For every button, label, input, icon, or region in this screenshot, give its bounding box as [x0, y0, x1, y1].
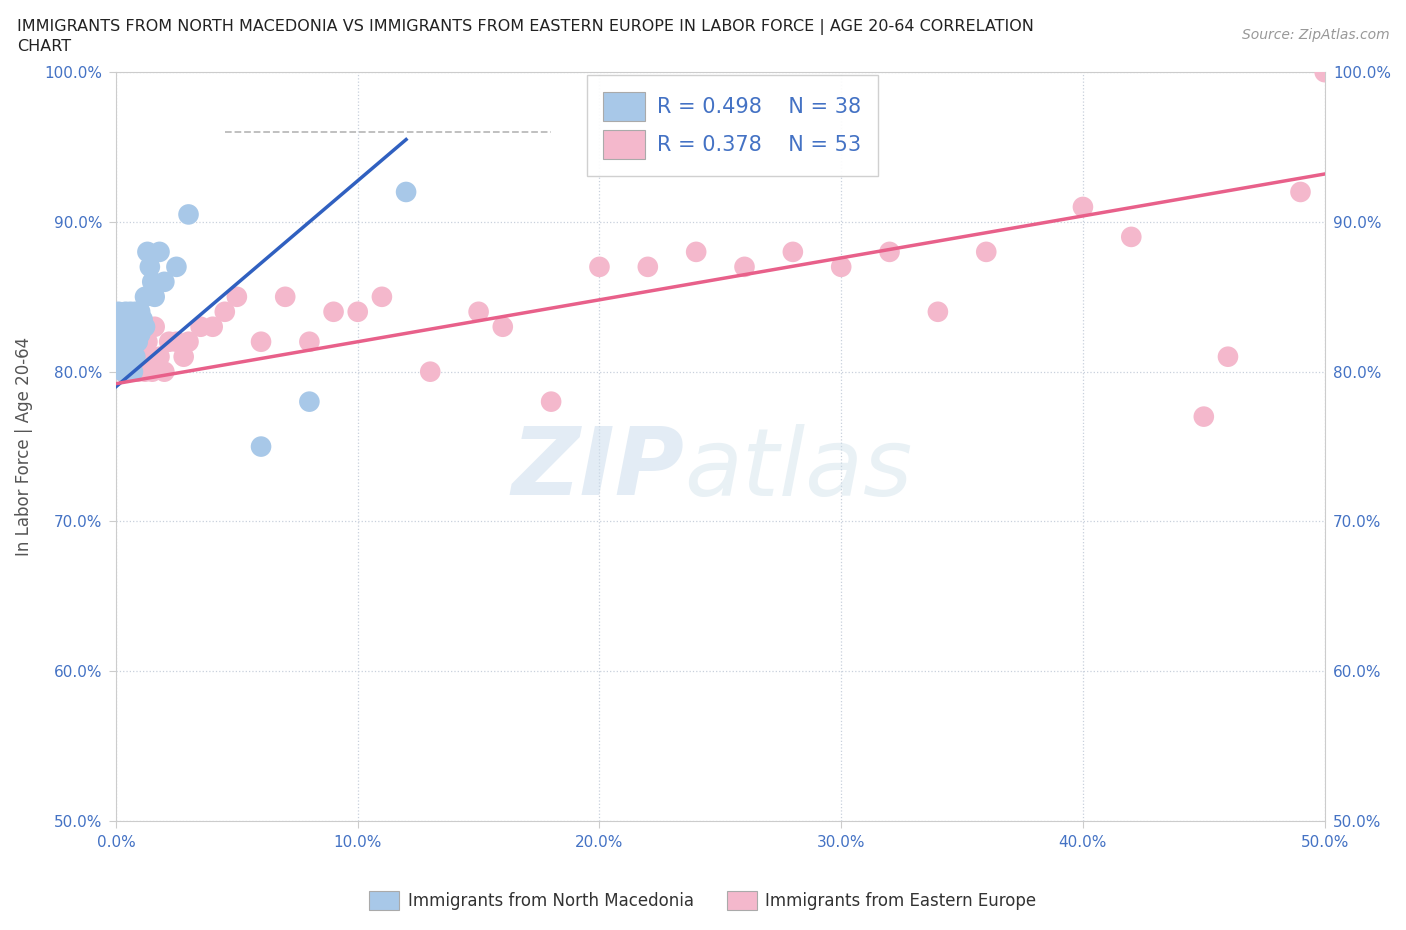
Point [124, 350, 146, 365]
Point [419, 365, 441, 379]
Point [124, 350, 146, 365]
Point [112, 312, 135, 326]
Point [974, 245, 997, 259]
Point [371, 289, 394, 304]
Point [1289, 184, 1312, 199]
Point [250, 439, 273, 454]
Point [122, 334, 145, 349]
Point [734, 259, 756, 274]
Point [157, 334, 180, 349]
Point [148, 245, 170, 259]
Point [1071, 200, 1094, 215]
Point [1216, 350, 1239, 365]
Point [153, 274, 176, 289]
Point [298, 394, 321, 409]
Point [120, 365, 142, 379]
Point [927, 304, 949, 319]
Point [127, 334, 149, 349]
Point [136, 245, 159, 259]
Point [117, 334, 139, 349]
Point [165, 334, 187, 349]
Point [153, 365, 176, 379]
Point [637, 259, 659, 274]
Point [107, 334, 129, 349]
Point [124, 304, 146, 319]
Point [1313, 65, 1336, 80]
Point [127, 365, 149, 379]
Point [131, 350, 153, 365]
Point [395, 184, 418, 199]
Point [141, 365, 163, 379]
Point [112, 334, 135, 349]
Text: IMMIGRANTS FROM NORTH MACEDONIA VS IMMIGRANTS FROM EASTERN EUROPE IN LABOR FORCE: IMMIGRANTS FROM NORTH MACEDONIA VS IMMIG… [17, 19, 1033, 34]
Point [112, 365, 135, 379]
Point [492, 319, 515, 334]
Point [148, 350, 170, 365]
Point [201, 319, 224, 334]
Point [177, 207, 200, 222]
Point [322, 304, 344, 319]
Point [177, 334, 200, 349]
Point [122, 334, 145, 349]
Point [588, 259, 610, 274]
Point [782, 245, 804, 259]
Point [114, 350, 136, 365]
Point [143, 319, 166, 334]
Point [112, 334, 135, 349]
Point [143, 289, 166, 304]
Point [129, 326, 152, 341]
Point [110, 319, 132, 334]
Point [214, 304, 236, 319]
Point [274, 289, 297, 304]
Point [114, 304, 136, 319]
Legend: R = 0.498    N = 38, R = 0.378    N = 53: R = 0.498 N = 38, R = 0.378 N = 53 [586, 75, 879, 176]
Point [110, 350, 132, 365]
Point [112, 365, 135, 379]
Point [1192, 409, 1215, 424]
Point [117, 319, 139, 334]
Point [120, 326, 142, 341]
Point [114, 334, 136, 349]
Point [114, 326, 136, 341]
Point [127, 319, 149, 334]
Point [879, 245, 901, 259]
Point [107, 304, 129, 319]
Point [122, 365, 145, 379]
Y-axis label: In Labor Force | Age 20-64: In Labor Force | Age 20-64 [15, 337, 32, 556]
Text: atlas: atlas [685, 423, 912, 514]
Point [141, 274, 163, 289]
Point [830, 259, 852, 274]
Point [131, 312, 153, 326]
Point [139, 350, 162, 365]
Point [134, 319, 156, 334]
Text: Source: ZipAtlas.com: Source: ZipAtlas.com [1241, 28, 1389, 42]
Point [136, 334, 159, 349]
Point [134, 289, 156, 304]
Point [540, 394, 562, 409]
Point [467, 304, 489, 319]
Point [165, 259, 187, 274]
Point [117, 334, 139, 349]
Point [190, 319, 212, 334]
Point [120, 350, 142, 365]
Text: CHART: CHART [17, 39, 70, 54]
Point [250, 334, 273, 349]
Point [117, 365, 139, 379]
Point [117, 350, 139, 365]
Point [134, 365, 156, 379]
Point [124, 319, 146, 334]
Legend: Immigrants from North Macedonia, Immigrants from Eastern Europe: Immigrants from North Macedonia, Immigra… [363, 884, 1043, 917]
Point [298, 334, 321, 349]
Point [129, 304, 152, 319]
Point [1121, 230, 1143, 245]
Point [225, 289, 247, 304]
Point [685, 245, 707, 259]
Text: ZIP: ZIP [512, 423, 685, 515]
Point [129, 334, 152, 349]
Point [110, 350, 132, 365]
Point [346, 304, 368, 319]
Point [120, 304, 142, 319]
Point [139, 259, 162, 274]
Point [173, 350, 195, 365]
